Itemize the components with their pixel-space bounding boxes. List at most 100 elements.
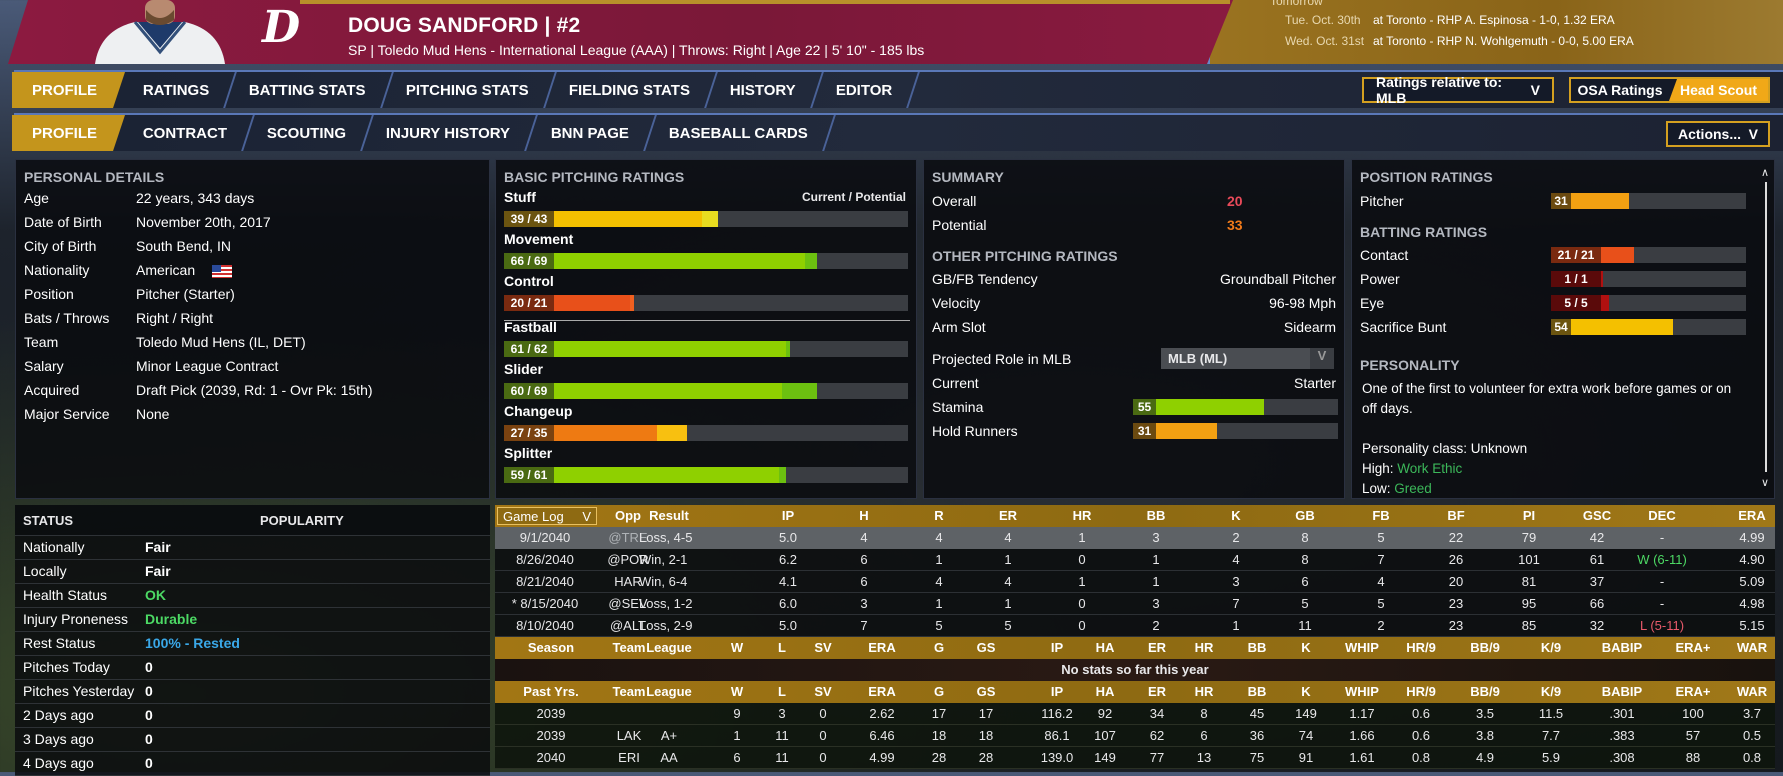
tab-ratings[interactable]: RATINGS — [117, 72, 238, 108]
column-header: ERA — [868, 684, 896, 699]
rating-name: Stuff — [504, 189, 536, 205]
past-year-row[interactable]: 2039 9 3 0 2.62 17 17 116.2 92 34 8 45 149 1.17 0.6 3.5… — [495, 703, 1775, 725]
rating-value: 66 / 69 — [504, 253, 554, 269]
game-stat: Loss, 1-2 — [639, 596, 693, 611]
batting-rating-bar: 54 — [1551, 319, 1746, 335]
past-year-stat: 57 — [1685, 728, 1701, 743]
game-stat: 22 — [1448, 530, 1464, 545]
tab-editor[interactable]: EDITOR — [809, 72, 921, 108]
column-header: GS — [976, 640, 996, 655]
rating-name: Fastball — [504, 319, 557, 335]
section-title: PERSONAL DETAILS — [24, 169, 165, 185]
tab-profile[interactable]: PROFILE — [12, 72, 125, 108]
rating-value: 59 / 61 — [504, 467, 554, 483]
section-title: BATTING RATINGS — [1360, 224, 1488, 240]
game-stat: 1 — [935, 596, 943, 611]
other-rating-label: Velocity — [932, 295, 981, 311]
game-log-row[interactable]: * 8/15/2040 @SEV Loss, 1-2 6.0 3 1 1 0 3 7 5 5 23 95 6… — [495, 593, 1775, 615]
personality-description: One of the first to volunteer for extra … — [1362, 381, 1732, 416]
game-stat: 61 — [1589, 552, 1605, 567]
scroll-down-icon[interactable]: ∨ — [1761, 477, 1770, 489]
status-label: 3 Days ago — [23, 731, 94, 747]
game-stat: 66 — [1589, 596, 1605, 611]
game-stat: 1 — [1152, 552, 1160, 567]
subtab-contract[interactable]: CONTRACT — [117, 115, 256, 151]
game-info: at Toronto - RHP N. Wohlgemuth - 0-0, 5.… — [1373, 34, 1634, 48]
column-header: BB — [1247, 684, 1267, 699]
potential-value: 33 — [1227, 217, 1243, 233]
status-label: Health Status — [23, 587, 108, 603]
past-year-row[interactable]: 2040 ERI AA 6 11 0 4.99 28 28 139.0 149 77 13 75 91 1.6… — [495, 747, 1775, 769]
subtab-profile[interactable]: PROFILE — [12, 115, 125, 151]
game-stat: 42 — [1589, 530, 1605, 545]
divider — [504, 320, 910, 321]
past-year-stat: 9 — [733, 706, 741, 721]
column-header: K — [1301, 640, 1311, 655]
other-rating-value: 96-98 Mph — [1269, 295, 1336, 311]
projected-role-select[interactable]: MLB (ML) V — [1161, 348, 1334, 369]
column-header: BABIP — [1601, 684, 1643, 699]
game-stat: 37 — [1589, 574, 1605, 589]
past-year-stat: 0.8 — [1742, 750, 1762, 765]
stamina-label: Stamina — [932, 399, 984, 415]
subtab-scouting[interactable]: SCOUTING — [241, 115, 375, 151]
head-scout-option[interactable]: Head Scout — [1669, 79, 1768, 101]
game-stat: 4 — [935, 574, 943, 589]
tab-batting-stats[interactable]: BATTING STATS — [223, 72, 394, 108]
detail-label: Date of Birth — [24, 214, 102, 230]
status-label: 4 Days ago — [23, 755, 94, 771]
rating-name: Movement — [504, 231, 574, 247]
status-value: 100% - Rested — [145, 635, 240, 651]
column-header: R — [934, 508, 944, 523]
game-log-row[interactable]: 8/21/2040 HAR Win, 6-4 4.1 6 4 4 1 1 3 6 4 20 81 37 - 5.… — [495, 571, 1775, 593]
column-header: W — [730, 640, 744, 655]
column-header: IP — [1050, 684, 1064, 699]
upcoming-game[interactable]: Tue. Oct. 30th at Toronto - RHP A. Espino… — [1285, 13, 1615, 27]
ratings-relative-dropdown[interactable]: Ratings relative to: MLB V — [1362, 74, 1554, 106]
tab-pitching-stats[interactable]: PITCHING STATS — [380, 72, 557, 108]
subtab-bnn-page[interactable]: BNN PAGE — [524, 115, 657, 151]
scrollbar-thumb[interactable] — [1765, 182, 1767, 472]
rating-bar-fastball: 61 / 62 — [504, 341, 908, 357]
game-log-row[interactable]: 9/1/2040 @TRE Loss, 4-5 5.0 4 4 4 1 3 2 8 5 22 79 42 - 4… — [495, 527, 1775, 549]
column-header: ERA — [1738, 508, 1766, 523]
column-header: Team — [612, 640, 646, 655]
osa-ratings-option[interactable]: OSA Ratings — [1577, 82, 1663, 98]
player-name: DOUG SANDFORD | #2 — [348, 14, 581, 37]
game-stat: @TRE — [608, 530, 648, 545]
status-header: STATUS POPULARITY — [15, 505, 490, 536]
section-title: POSITION RATINGS — [1360, 169, 1493, 185]
subtab-injury-history[interactable]: INJURY HISTORY — [360, 115, 539, 151]
upcoming-game[interactable]: Wed. Oct. 31st at Toronto - RHP N. Wohlge… — [1285, 34, 1634, 48]
batting-rating-name: Sacrifice Bunt — [1360, 319, 1447, 335]
player-portrait — [95, 0, 225, 64]
scroll-up-icon[interactable]: ∧ — [1761, 167, 1770, 179]
actions-dropdown[interactable]: Actions... V — [1666, 121, 1770, 147]
status-label: Locally — [23, 563, 67, 579]
game-log-dropdown[interactable]: Game Log V — [497, 507, 597, 525]
pitcher-label: Pitcher — [1360, 193, 1404, 209]
subtab-baseball-cards[interactable]: BASEBALL CARDS — [642, 115, 836, 151]
past-year-stat: .383 — [1609, 728, 1635, 743]
game-log-row[interactable]: 8/10/2040 @ALT Loss, 2-9 5.0 7 5 5 0 2 1 11 2 23 85 32… — [495, 615, 1775, 637]
banner-top-stripe — [300, 0, 1230, 4]
column-header: SV — [814, 640, 832, 655]
status-label: Pitches Today — [23, 659, 110, 675]
game-log-row[interactable]: 8/26/2040 @POR Win, 2-1 6.2 6 1 1 0 1 4 8 7 26 101 61 W… — [495, 549, 1775, 571]
past-year-row[interactable]: 2039 LAK A+ 1 11 0 6.46 18 18 86.1 107 62 6 36 74 1.66 0… — [495, 725, 1775, 747]
game-stat: 95 — [1521, 596, 1537, 611]
current-role-label: Current — [932, 375, 979, 391]
ratings-source-toggle[interactable]: OSA Ratings Head Scout — [1569, 77, 1770, 103]
tab-fielding-stats[interactable]: FIELDING STATS — [542, 72, 718, 108]
batting-rating-bar: 21 / 21 — [1551, 247, 1746, 263]
column-header: HA — [1095, 640, 1115, 655]
detail-value: South Bend, IN — [136, 238, 231, 254]
past-year-stat: 3.5 — [1475, 706, 1495, 721]
personality-high: High: Work Ethic — [1362, 461, 1463, 476]
game-stat: @SEV — [608, 596, 648, 611]
tab-history[interactable]: HISTORY — [704, 72, 824, 108]
game-stat: 5 — [1377, 596, 1385, 611]
scrollbar[interactable]: ∧ ∨ — [1761, 167, 1771, 489]
game-stat: 20 — [1448, 574, 1464, 589]
game-stat: 85 — [1521, 618, 1537, 633]
